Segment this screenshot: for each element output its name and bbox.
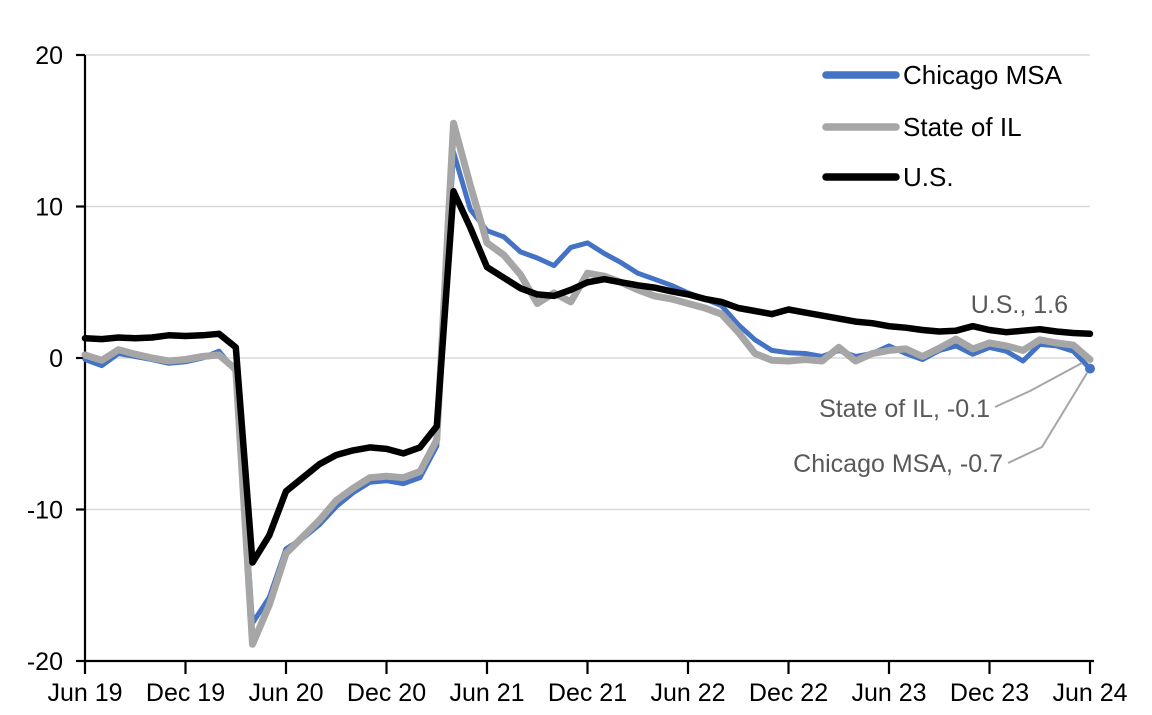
series-line-u-s-: [81, 188, 1094, 566]
x-tick-label: Jun 24: [1052, 679, 1127, 707]
x-tick-label: Dec 21: [548, 679, 627, 707]
x-tick-label: Dec 22: [749, 679, 828, 707]
legend-label-us: U.S.: [903, 162, 954, 192]
x-tick-label: Jun 21: [449, 679, 524, 707]
annotation-chicago-msa: Chicago MSA, -0.7: [793, 450, 1003, 478]
legend-item-us: U.S.: [822, 162, 954, 192]
x-tick-label: Jun 22: [650, 679, 725, 707]
gridlines: [85, 54, 1090, 511]
y-tick-label: -10: [27, 497, 63, 525]
x-tick-label: Dec 19: [146, 679, 225, 707]
chicago-msa-endpoint-marker: [1085, 363, 1095, 374]
x-tick-label: Jun 19: [47, 679, 122, 707]
leader-line-chicago-msa: [1007, 372, 1088, 464]
leader-line-state-of-il: [994, 362, 1083, 408]
legend-item-chicago-msa: Chicago MSA: [822, 60, 1063, 90]
series-line-state-of-il: [81, 119, 1094, 648]
legend-item-state-of-il: State of IL: [822, 112, 1022, 142]
annotation-state-of-il: State of IL, -0.1: [819, 395, 990, 423]
y-tick-label: 0: [49, 345, 63, 373]
x-axis-ticks: Jun 19 Dec 19 Jun 20 Dec 20 Jun 21 Dec 21 Jun …: [47, 661, 1128, 707]
legend-label-state-of-il: State of IL: [903, 112, 1022, 142]
x-tick-label: Jun 20: [248, 679, 323, 707]
y-tick-label: -20: [27, 648, 63, 676]
annotation-us: U.S., 1.6: [971, 291, 1068, 319]
y-tick-label: 20: [35, 42, 63, 70]
y-axis-ticks: 20 10 0 -10 -20: [27, 42, 85, 676]
x-tick-label: Dec 20: [347, 679, 426, 707]
legend: Chicago MSA State of IL U.S.: [822, 60, 1063, 192]
series-lines: [81, 119, 1095, 648]
x-tick-label: Jun 23: [851, 679, 926, 707]
legend-label-chicago-msa: Chicago MSA: [903, 60, 1063, 90]
x-tick-label: Dec 23: [950, 679, 1029, 707]
y-tick-label: 10: [35, 194, 63, 222]
